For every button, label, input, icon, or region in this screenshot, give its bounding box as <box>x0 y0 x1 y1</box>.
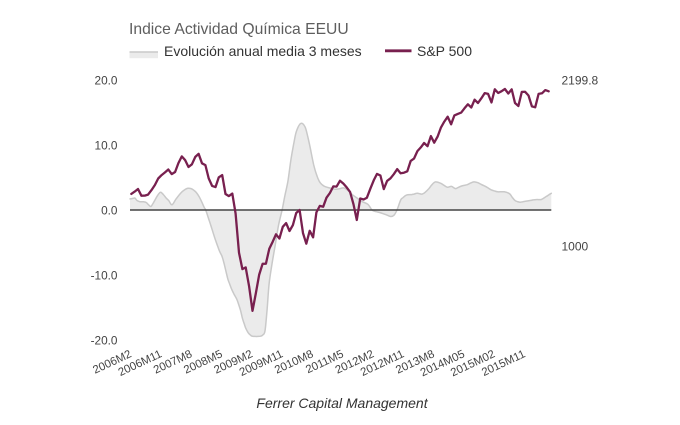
svg-text:-10.0: -10.0 <box>91 268 118 282</box>
svg-text:Ferrer Capital Management: Ferrer Capital Management <box>256 395 428 411</box>
svg-text:1000: 1000 <box>562 239 589 253</box>
svg-text:2199.8: 2199.8 <box>562 74 599 88</box>
svg-text:-20.0: -20.0 <box>91 333 118 347</box>
svg-text:0.0: 0.0 <box>101 203 118 217</box>
svg-text:Evolución anual media 3 meses: Evolución anual media 3 meses <box>164 43 362 59</box>
svg-text:S&P 500: S&P 500 <box>417 43 472 59</box>
svg-text:20.0: 20.0 <box>95 73 118 87</box>
svg-text:Indice Actividad Química EEUU: Indice Actividad Química EEUU <box>129 21 349 38</box>
svg-text:10.0: 10.0 <box>95 138 118 152</box>
